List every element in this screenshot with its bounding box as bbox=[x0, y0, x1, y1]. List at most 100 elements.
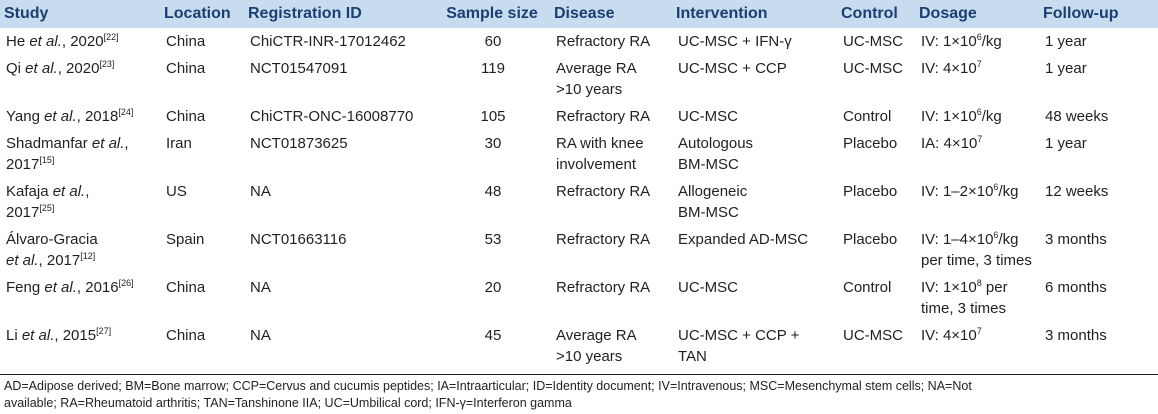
column-header: Sample size bbox=[434, 0, 550, 28]
cell-line: Refractory RA bbox=[556, 31, 668, 52]
cell-line: China bbox=[166, 31, 240, 52]
cell-text: Shadmanfar bbox=[6, 135, 92, 152]
cell-line: TAN bbox=[678, 346, 833, 367]
cell-text: , 2016 bbox=[76, 279, 119, 296]
table-cell: Refractory RA bbox=[550, 274, 672, 322]
cell-line: >10 years bbox=[556, 79, 668, 100]
table-row: He et al., 2020[22] China ChiCTR-INR-17012… bbox=[0, 28, 1158, 55]
table-row: Yang et al., 2018[24] China ChiCTR-ONC-160… bbox=[0, 103, 1158, 130]
cell-line: Qi et al., 2020[23] bbox=[6, 58, 156, 79]
cell-text: 60 bbox=[484, 33, 502, 50]
table-cell: China bbox=[160, 103, 244, 130]
cell-line: IA: 4×107 bbox=[921, 133, 1035, 154]
table-head: Study Location Registration ID Sample size D… bbox=[0, 0, 1158, 28]
cell-text: Average RA bbox=[556, 327, 637, 344]
cell-text: 119 bbox=[481, 60, 505, 77]
cell-text: Refractory RA bbox=[556, 33, 651, 50]
reference: 6 bbox=[976, 107, 982, 117]
cell-text: UC-MSC + CCP bbox=[678, 60, 787, 77]
table-cell: UC-MSC + CCP + TAN bbox=[672, 322, 837, 370]
reference: 7 bbox=[977, 134, 983, 144]
cell-line: IV: 1×106/kg bbox=[921, 106, 1035, 127]
cell-text: UC-MSC + CCP + bbox=[678, 327, 800, 344]
table-row: Feng et al., 2016[26] China NA 20 Refractory… bbox=[0, 274, 1158, 322]
cell-text: 48 bbox=[484, 183, 502, 200]
cell-text: Kafaja bbox=[6, 183, 53, 200]
cell-text: China bbox=[166, 33, 206, 50]
table-cell: NCT01873625 bbox=[244, 130, 434, 178]
cell-line: IV: 1–4×106/kg bbox=[921, 229, 1035, 250]
cell-line: BM-MSC bbox=[678, 154, 833, 175]
cell-text: 6 months bbox=[1045, 279, 1107, 296]
cell-text: IV: 1–4×10 bbox=[921, 231, 994, 248]
cell-line: Autologous bbox=[678, 133, 833, 154]
cell-line: Yang et al., 2018[24] bbox=[6, 106, 156, 127]
table-body: He et al., 2020[22] China ChiCTR-INR-17012… bbox=[0, 28, 1158, 370]
cell-text: time, 3 times bbox=[921, 300, 1007, 317]
reference: 8 bbox=[976, 278, 982, 288]
cell-text: 105 bbox=[480, 108, 506, 125]
cell-line: NA bbox=[250, 277, 430, 298]
cell-text: , 2015 bbox=[54, 327, 97, 344]
table-cell: 30 bbox=[434, 130, 550, 178]
cell-text: 2017 bbox=[6, 204, 40, 221]
cell-line: 30 bbox=[440, 133, 546, 154]
cell-line: US bbox=[166, 181, 240, 202]
cell-line: involvement bbox=[556, 154, 668, 175]
table-cell: Allogeneic BM-MSC bbox=[672, 178, 837, 226]
table-cell: Feng et al., 2016[26] bbox=[0, 274, 160, 322]
table-cell: ChiCTR-INR-17012462 bbox=[244, 28, 434, 55]
cell-line: UC-MSC + IFN-γ bbox=[678, 31, 833, 52]
italic-text: et al. bbox=[44, 279, 77, 296]
cell-line: Expanded AD-MSC bbox=[678, 229, 833, 250]
table-cell: 6 months bbox=[1039, 274, 1158, 322]
cell-text: /kg bbox=[981, 108, 1002, 125]
cell-line: time, 3 times bbox=[921, 298, 1035, 319]
footnote: AD=Adipose derived; BM=Bone marrow; CCP=… bbox=[0, 374, 1158, 412]
cell-text: IV: 1×10 bbox=[921, 33, 977, 50]
cell-text: , 2020 bbox=[61, 33, 104, 50]
cell-line: China bbox=[166, 58, 240, 79]
cell-text: ChiCTR-INR-17012462 bbox=[250, 33, 406, 50]
cell-line: Refractory RA bbox=[556, 181, 668, 202]
table-cell: UC-MSC bbox=[672, 274, 837, 322]
table-cell: 48 bbox=[434, 178, 550, 226]
cell-line: UC-MSC + CCP bbox=[678, 58, 833, 79]
column-header: Study bbox=[0, 0, 160, 28]
cell-text: Allogeneic bbox=[678, 183, 748, 200]
table-cell: Álvaro-Gracia et al., 2017[12] bbox=[0, 226, 160, 274]
cell-line: Placebo bbox=[843, 181, 911, 202]
cell-line: NA bbox=[250, 325, 430, 346]
cell-line: 12 weeks bbox=[1045, 181, 1154, 202]
reference: [12] bbox=[80, 251, 96, 261]
cell-line: He et al., 2020[22] bbox=[6, 31, 156, 52]
table-cell: Refractory RA bbox=[550, 226, 672, 274]
cell-line: 3 months bbox=[1045, 229, 1154, 250]
table-cell: 1 year bbox=[1039, 130, 1158, 178]
table-row: Li et al., 2015[27] China NA 45 Average RA >1… bbox=[0, 322, 1158, 370]
cell-line: UC-MSC bbox=[678, 106, 833, 127]
italic-text: et al. bbox=[6, 252, 39, 269]
reference: [22] bbox=[103, 32, 119, 42]
table-cell: ChiCTR-ONC-16008770 bbox=[244, 103, 434, 130]
reference: 7 bbox=[976, 59, 982, 69]
cell-text: NA bbox=[250, 183, 271, 200]
cell-line: UC-MSC bbox=[843, 325, 911, 346]
italic-text: et al. bbox=[21, 327, 55, 344]
cell-text: >10 years bbox=[556, 81, 623, 98]
table-cell: UC-MSC bbox=[837, 322, 915, 370]
italic-text: et al. bbox=[25, 60, 58, 77]
table-cell: NCT01547091 bbox=[244, 55, 434, 103]
table-cell: IV: 1×106/kg bbox=[915, 103, 1039, 130]
cell-text: 48 weeks bbox=[1045, 108, 1109, 125]
cell-line: IV: 1×108 per bbox=[921, 277, 1035, 298]
cell-text: , bbox=[124, 135, 129, 152]
cell-line: Feng et al., 2016[26] bbox=[6, 277, 156, 298]
cell-line: Li et al., 2015[27] bbox=[6, 325, 156, 346]
cell-line: Placebo bbox=[843, 229, 911, 250]
column-header: Disease bbox=[550, 0, 672, 28]
table-cell: Shadmanfar et al., 2017[15] bbox=[0, 130, 160, 178]
table-cell: He et al., 2020[22] bbox=[0, 28, 160, 55]
cell-text: IV: 1×10 bbox=[921, 279, 977, 296]
